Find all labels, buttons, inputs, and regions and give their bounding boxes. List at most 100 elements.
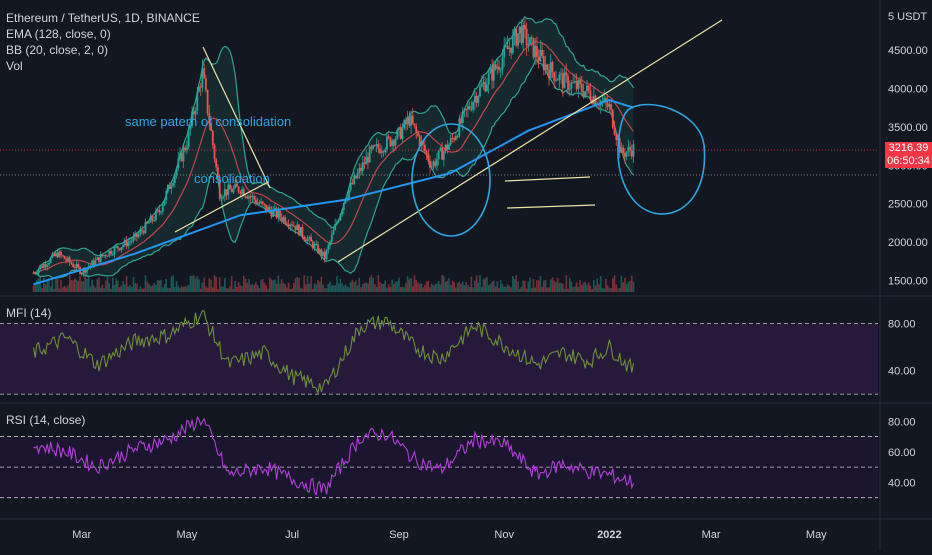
support-line-upper[interactable] xyxy=(504,176,591,182)
volume-bar xyxy=(177,286,180,292)
volume-bar xyxy=(201,282,204,292)
candle xyxy=(217,164,219,179)
volume-bar xyxy=(596,278,599,292)
volume-bar xyxy=(494,286,497,292)
candle xyxy=(601,94,604,108)
candle-body xyxy=(294,225,297,231)
volume-bar xyxy=(382,283,385,292)
candle xyxy=(255,196,257,207)
volume-bar xyxy=(230,276,233,292)
volume-bar xyxy=(284,284,286,292)
candle xyxy=(474,87,476,111)
candle-body xyxy=(267,206,269,211)
candle xyxy=(337,218,340,224)
candle xyxy=(127,237,130,250)
volume-bar xyxy=(313,283,316,292)
candle-body xyxy=(363,162,366,165)
legend-bb[interactable]: BB (20, close, 2, 0) xyxy=(6,43,109,57)
volume-bar xyxy=(212,287,214,292)
candle xyxy=(361,156,364,176)
candle xyxy=(336,219,338,226)
volume-bar xyxy=(218,277,221,292)
candle xyxy=(349,176,352,193)
candle-body xyxy=(353,175,356,184)
volume-bar xyxy=(349,282,352,292)
volume-bar xyxy=(548,287,550,292)
candle xyxy=(80,271,83,277)
candle xyxy=(118,248,121,251)
trendline-uptrend[interactable] xyxy=(337,19,723,263)
candle-body xyxy=(244,196,247,198)
legend-rsi[interactable]: RSI (14, close) xyxy=(6,413,86,427)
legend-symbol[interactable]: Ethereum / TetherUS, 1D, BINANCE xyxy=(6,11,200,25)
candle xyxy=(136,233,138,242)
candle xyxy=(253,194,256,205)
volume-bar xyxy=(146,281,149,292)
legend-mfi[interactable]: MFI (14) xyxy=(6,306,52,320)
candle xyxy=(163,200,166,206)
candle xyxy=(123,237,126,248)
volume-bar xyxy=(512,276,514,292)
candle-body xyxy=(203,68,206,79)
candles xyxy=(32,19,635,277)
candle-body xyxy=(417,132,419,136)
candle-body xyxy=(156,209,159,211)
candle xyxy=(37,268,40,277)
circle-current[interactable] xyxy=(617,103,706,215)
candle-body xyxy=(624,153,626,157)
volume-bar xyxy=(65,287,67,292)
trendline-may-top[interactable] xyxy=(202,46,271,189)
support-line-lower[interactable] xyxy=(506,204,596,209)
annotation-same-pattern[interactable]: same patern of consolidation xyxy=(125,114,291,129)
candle-body xyxy=(349,182,352,190)
candle xyxy=(489,63,492,74)
candle xyxy=(175,166,178,179)
volume-bar xyxy=(286,287,288,292)
volume-bar xyxy=(374,283,376,292)
candle xyxy=(508,37,511,57)
candle xyxy=(341,208,343,217)
legend-vol[interactable]: Vol xyxy=(6,59,23,73)
circle-september[interactable] xyxy=(411,123,491,237)
candle-body xyxy=(130,240,133,242)
candle-body xyxy=(494,64,497,69)
volume-bar xyxy=(124,284,126,292)
candle-body xyxy=(282,217,285,221)
volume-bar xyxy=(165,279,167,292)
candle-body xyxy=(125,240,128,247)
volume-bar xyxy=(270,279,273,292)
candle-body xyxy=(508,47,511,50)
time-axis-label: May xyxy=(177,529,198,541)
volume-bar xyxy=(422,287,424,292)
candle-body xyxy=(411,115,414,124)
candle xyxy=(630,144,633,160)
volume-bar xyxy=(606,285,609,292)
legend-ema[interactable]: EMA (128, close, 0) xyxy=(6,27,111,41)
volume-bar xyxy=(115,278,117,292)
candle-body xyxy=(39,266,42,270)
annotation-consolidation[interactable]: consolidation xyxy=(194,171,270,186)
volume-bar xyxy=(187,285,190,292)
candle xyxy=(372,144,374,151)
candle-body xyxy=(141,230,143,232)
currency-label[interactable]: 5 USDT xyxy=(888,11,927,23)
volume-bar xyxy=(310,275,312,292)
candle-body xyxy=(165,191,168,201)
candle-body xyxy=(558,74,561,81)
price-axis-label: 4500.00 xyxy=(888,45,928,57)
volume-bar xyxy=(615,284,618,292)
volume-bar xyxy=(87,275,90,292)
volume-bar xyxy=(363,282,366,292)
drawings[interactable] xyxy=(174,19,723,263)
volume-bar xyxy=(337,283,340,292)
candle xyxy=(268,204,271,214)
candle-body xyxy=(55,252,57,256)
volume-bar xyxy=(587,282,590,292)
trendline-may-base[interactable] xyxy=(174,181,269,233)
candle xyxy=(392,138,395,153)
volume-bar xyxy=(444,281,447,292)
volume-bar xyxy=(301,288,304,292)
candle xyxy=(330,230,333,245)
candle xyxy=(380,145,383,158)
